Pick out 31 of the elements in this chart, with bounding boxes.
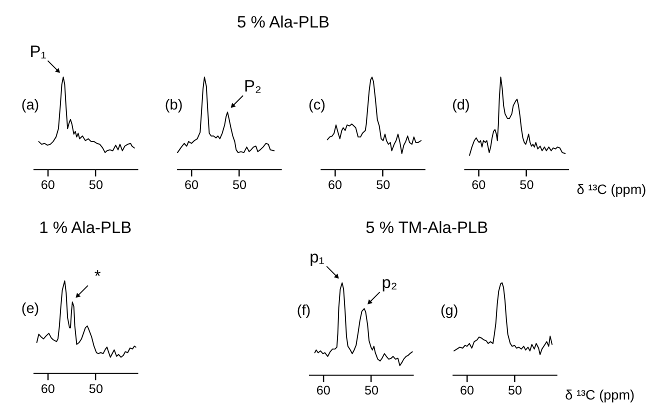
x-tick-label: 50 xyxy=(520,178,534,192)
annotation: p₁ xyxy=(310,248,325,266)
annotation: * xyxy=(94,268,102,286)
x-tick-label: 60 xyxy=(328,178,342,192)
annotation: P₂ xyxy=(244,78,262,96)
x-axis-title: δ ¹³C (ppm) xyxy=(576,182,646,197)
annotation: (c) xyxy=(308,97,326,114)
x-tick-label: 50 xyxy=(376,178,390,192)
text: 5 % Ala-PLB xyxy=(237,13,330,32)
annotation: (g) xyxy=(440,303,458,320)
x-tick-label: 50 xyxy=(232,178,247,192)
annotation: (f) xyxy=(296,303,311,320)
annotation: (d) xyxy=(452,97,470,114)
annotation: P₁ xyxy=(30,42,47,61)
annotation: (a) xyxy=(21,97,40,114)
x-tick-label: 50 xyxy=(364,384,378,398)
text: 1 % Ala-PLB xyxy=(39,219,132,238)
x-tick-label: 50 xyxy=(88,178,103,192)
annotation: (e) xyxy=(21,301,40,318)
x-tick-label: 60 xyxy=(472,178,486,192)
x-tick-label: 50 xyxy=(88,382,103,396)
x-tick-label: 50 xyxy=(508,384,522,398)
text: 5 % TM-Ala-PLB xyxy=(366,219,488,238)
x-tick-label: 60 xyxy=(184,178,198,192)
annotation: p₂ xyxy=(382,274,398,292)
x-tick-label: 60 xyxy=(316,384,330,398)
x-tick-label: 60 xyxy=(40,382,55,396)
x-tick-label: 60 xyxy=(40,178,55,192)
x-axis-title: δ ¹³C (ppm) xyxy=(565,388,635,403)
annotation: (b) xyxy=(164,97,183,114)
x-tick-label: 60 xyxy=(460,384,474,398)
